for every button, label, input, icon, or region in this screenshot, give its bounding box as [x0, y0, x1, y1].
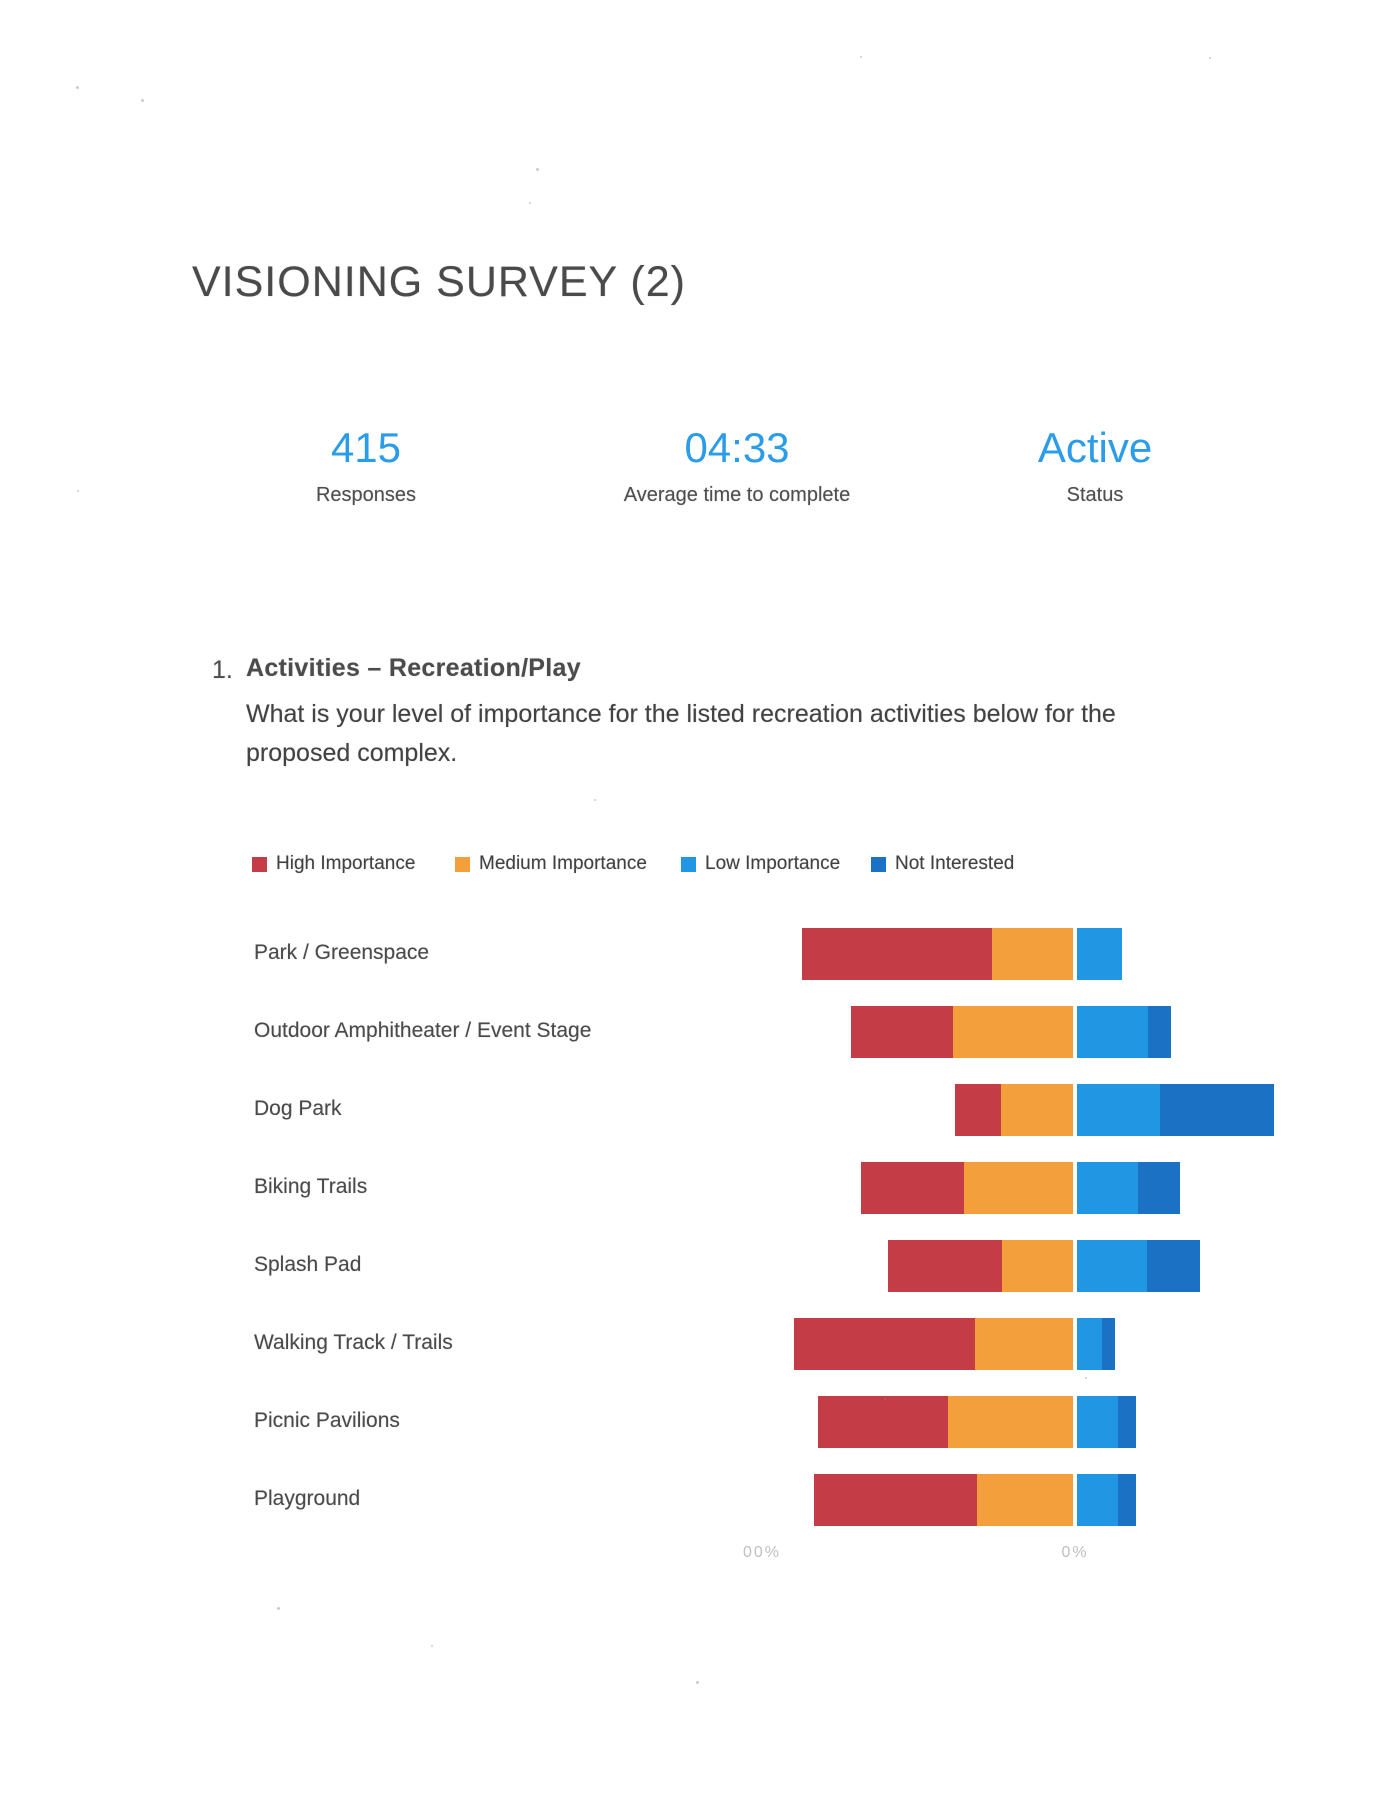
bar-segment-low-importance	[1077, 928, 1122, 980]
average-time-value: 04:33	[684, 424, 790, 471]
category-label: Splash Pad	[254, 1253, 362, 1276]
stat-average-time: 04:33 Average time to complete	[547, 424, 927, 507]
scan-speck	[277, 1607, 280, 1610]
page-title: VISIONING SURVEY (2)	[192, 258, 686, 306]
scan-speck	[77, 490, 79, 492]
bar-segment-high-importance	[802, 928, 992, 980]
bar-segment-medium-importance	[977, 1474, 1073, 1526]
stat-responses: 415 Responses	[176, 424, 556, 507]
category-label: Outdoor Amphitheater / Event Stage	[254, 1019, 592, 1042]
bar-segment-medium-importance	[992, 928, 1073, 980]
legend-item-high: High Importance	[252, 853, 415, 875]
bar-segment-high-importance	[851, 1006, 953, 1058]
low-legend-swatch-icon	[681, 856, 696, 872]
stat-status: Active Status	[905, 424, 1285, 507]
legend-item-medium: Medium Importance	[455, 853, 647, 875]
high-legend-swatch-icon	[252, 856, 267, 872]
bar-segment-medium-importance	[1001, 1084, 1073, 1136]
bar-segment-not-interested	[1118, 1396, 1136, 1448]
legend-label: Medium Importance	[479, 853, 647, 874]
scan-speck	[1209, 57, 1211, 59]
legend-label: High Importance	[276, 853, 416, 874]
question-body-line1: What is your level of importance for the…	[246, 700, 1116, 728]
category-label: Walking Track / Trails	[254, 1331, 453, 1354]
bar-segment-high-importance	[814, 1474, 977, 1526]
scan-speck	[431, 1645, 433, 1647]
status-label: Status	[1066, 484, 1124, 506]
bar-segment-medium-importance	[953, 1006, 1073, 1058]
bar-segment-low-importance	[1077, 1240, 1147, 1292]
bar-segment-medium-importance	[964, 1162, 1073, 1214]
category-label: Biking Trails	[254, 1175, 368, 1198]
question-body: What is your level of importance for the…	[246, 695, 1116, 773]
scan-speck	[860, 56, 862, 58]
bar-segment-not-interested	[1102, 1318, 1115, 1370]
scan-speck	[884, 1398, 886, 1400]
category-label: Dog Park	[254, 1097, 342, 1120]
medium-legend-swatch-icon	[455, 856, 470, 872]
bar-segment-medium-importance	[975, 1318, 1073, 1370]
question-title: Activities – Recreation/Play	[246, 654, 581, 682]
bar-segment-medium-importance	[1002, 1240, 1073, 1292]
question-number: 1.	[212, 656, 233, 684]
bar-segment-medium-importance	[948, 1396, 1073, 1448]
status-value: Active	[1037, 424, 1153, 471]
scan-speck	[76, 86, 79, 89]
scan-speck	[141, 99, 144, 102]
bar-segment-not-interested	[1138, 1162, 1180, 1214]
scan-speck	[594, 799, 596, 801]
bar-segment-not-interested	[1148, 1006, 1171, 1058]
bar-segment-low-importance	[1077, 1474, 1118, 1526]
bar-segment-not-interested	[1118, 1474, 1136, 1526]
bar-segment-not-interested	[1147, 1240, 1200, 1292]
bar-segment-high-importance	[861, 1162, 964, 1214]
bar-segment-low-importance	[1077, 1396, 1118, 1448]
category-label: Picnic Pavilions	[254, 1409, 400, 1432]
category-label: Park / Greenspace	[254, 941, 430, 964]
responses-label: Responses	[315, 484, 417, 506]
bar-segment-low-importance	[1077, 1162, 1138, 1214]
legend-label: Not Interested	[895, 853, 1015, 874]
scan-speck	[1085, 1377, 1087, 1379]
scan-speck	[696, 1681, 699, 1684]
question-body-line2: proposed complex.	[246, 739, 458, 767]
scan-speck	[536, 168, 539, 171]
legend-item-not_interested: Not Interested	[871, 853, 1014, 875]
bar-segment-low-importance	[1077, 1006, 1148, 1058]
bar-segment-not-interested	[1160, 1084, 1274, 1136]
scan-speck	[529, 202, 531, 204]
average-time-label: Average time to complete	[623, 484, 851, 506]
x-axis-label-center: 0%	[1061, 1544, 1089, 1561]
legend-item-low: Low Importance	[681, 853, 840, 875]
bar-segment-high-importance	[794, 1318, 975, 1370]
x-axis-label-left: 00%	[742, 1544, 782, 1561]
category-label: Playground	[254, 1487, 361, 1510]
bar-segment-low-importance	[1077, 1318, 1102, 1370]
legend-label: Low Importance	[705, 853, 841, 874]
bar-segment-high-importance	[955, 1084, 1001, 1136]
bar-segment-high-importance	[888, 1240, 1002, 1292]
not_interested-legend-swatch-icon	[871, 856, 886, 872]
bar-segment-low-importance	[1077, 1084, 1160, 1136]
bar-segment-high-importance	[818, 1396, 948, 1448]
responses-value: 415	[330, 424, 402, 471]
